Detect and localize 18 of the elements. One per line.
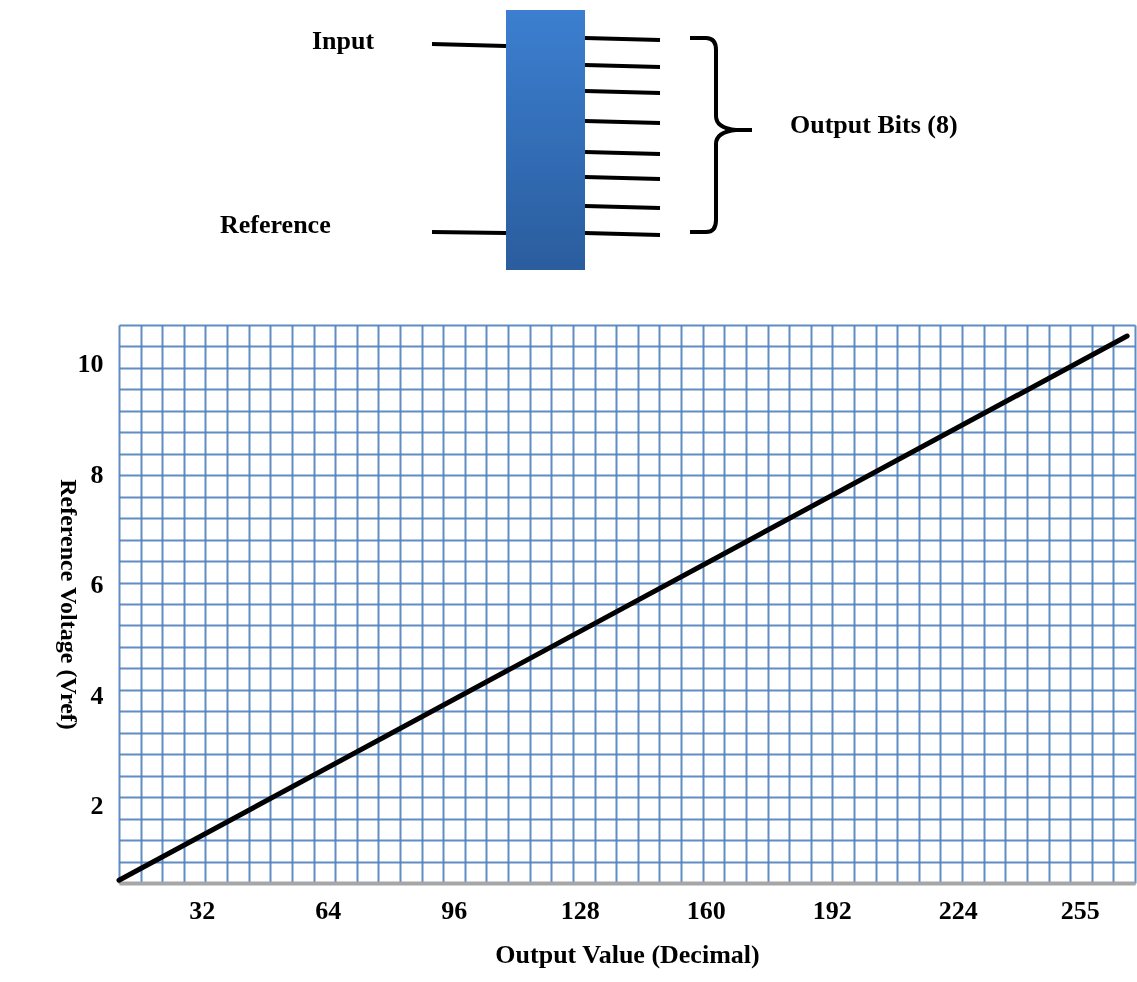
y-tick-label: 10 — [77, 349, 104, 379]
y-tick-label: 4 — [90, 680, 104, 710]
x-tick-label: 96 — [441, 895, 468, 925]
y-axis-title: Reference Voltage (Vref) — [55, 479, 82, 730]
y-tick-label: 2 — [90, 791, 104, 821]
x-tick-label: 224 — [938, 895, 978, 925]
x-axis-title: Output Value (Decimal) — [495, 939, 760, 969]
y-tick-label: 8 — [90, 459, 104, 489]
x-tick-label: 64 — [315, 895, 342, 925]
text: Input — [312, 26, 375, 56]
y-tick-label: 6 — [90, 570, 104, 600]
x-tick-label: 255 — [1060, 895, 1100, 925]
text: Reference — [220, 210, 331, 240]
text: Output Bits (8) — [790, 110, 958, 140]
x-tick-label: 160 — [686, 895, 726, 925]
x-tick-label: 128 — [560, 895, 600, 925]
x-tick-label: 32 — [189, 895, 216, 925]
x-tick-label: 192 — [812, 895, 852, 925]
